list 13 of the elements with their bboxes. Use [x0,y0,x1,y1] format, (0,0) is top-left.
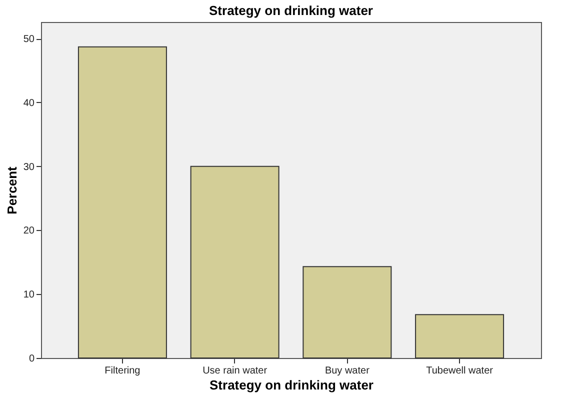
x-axis-title: Strategy on drinking water [210,378,374,392]
y-tick-label: 30 [23,162,35,173]
y-tick-label: 20 [23,226,35,237]
y-tick-label: 40 [23,98,35,109]
x-tick-label: Tubewell water [426,366,494,376]
chart-title: Strategy on drinking water [209,3,373,18]
y-tick-label: 0 [28,354,35,364]
x-tick-label: Filtering [104,366,140,376]
y-tick-label: 10 [23,290,35,301]
y-axis-title: Percent [4,166,20,214]
x-tick-label: Use rain water [202,366,268,376]
y-tick-label: 50 [23,34,35,46]
x-tick-label: Buy water [324,366,370,376]
